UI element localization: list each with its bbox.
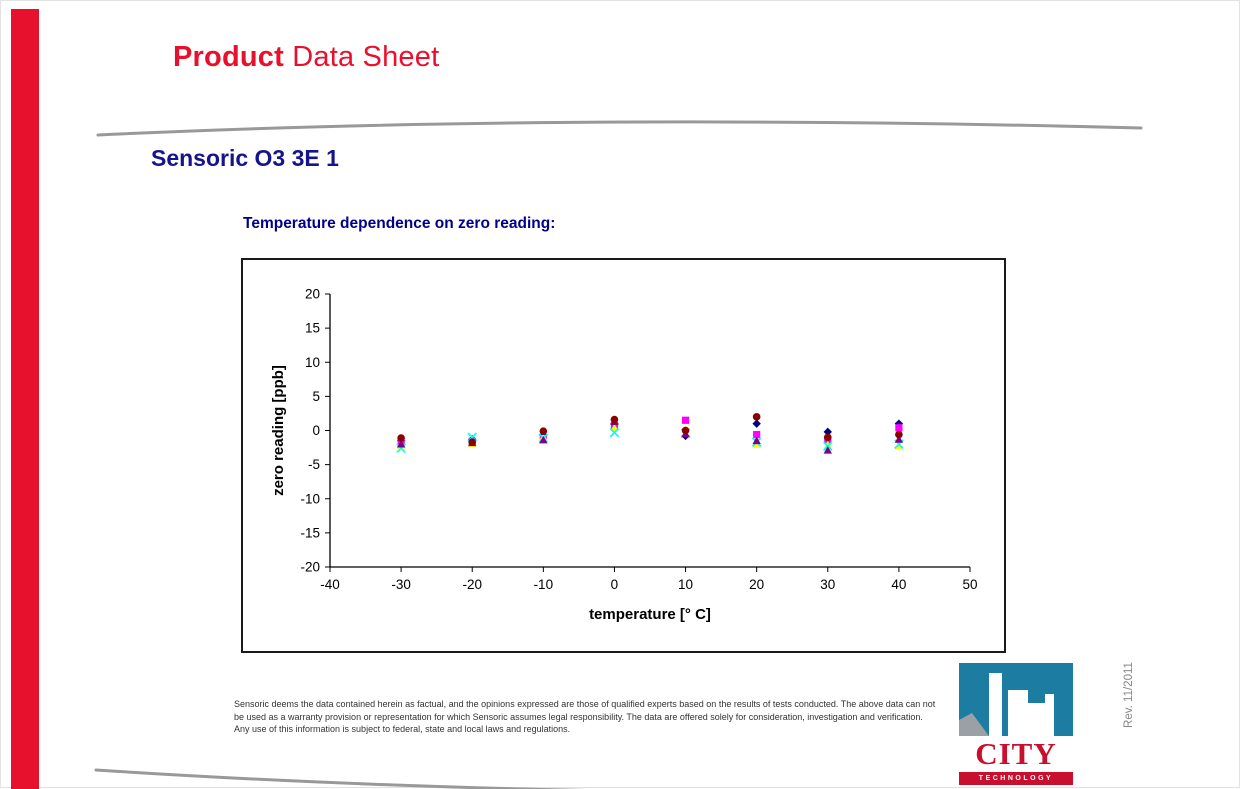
svg-text:15: 15: [305, 321, 320, 336]
svg-text:50: 50: [962, 577, 977, 592]
svg-text:40: 40: [891, 577, 906, 592]
svg-text:-20: -20: [300, 560, 320, 575]
svg-text:10: 10: [678, 577, 693, 592]
logo-technology-text: TECHNOLOGY: [959, 772, 1073, 785]
zero-reading-chart-frame: 20 15 10 5 0 -5 -10 -15 -20 -40 -30 -20 -10 0 10 20 30 40…: [241, 258, 1006, 653]
revision-label: Rev. 11/2011: [1123, 662, 1135, 728]
svg-text:0: 0: [312, 423, 320, 438]
footer-disclaimer: Sensoric deems the data contained herein…: [234, 699, 936, 735]
svg-text:-20: -20: [462, 577, 482, 592]
svg-text:-5: -5: [308, 457, 320, 472]
svg-text:5: 5: [312, 389, 320, 404]
svg-text:zero reading [ppb]: zero reading [ppb]: [270, 365, 287, 496]
svg-text:temperature [° C]: temperature [° C]: [589, 606, 711, 623]
svg-text:-40: -40: [320, 577, 340, 592]
svg-text:20: 20: [305, 287, 320, 302]
logo-skyline-icon: [959, 663, 1073, 736]
city-technology-logo: CITY TECHNOLOGY: [959, 663, 1073, 785]
svg-text:30: 30: [820, 577, 835, 592]
top-swoosh-curve: [96, 120, 1143, 137]
svg-text:-10: -10: [300, 491, 320, 506]
svg-text:-15: -15: [300, 525, 320, 540]
svg-text:-30: -30: [391, 577, 411, 592]
chart-heading: Temperature dependence on zero reading:: [243, 215, 556, 232]
logo-city-text: CITY: [959, 736, 1073, 772]
svg-text:10: 10: [305, 355, 320, 370]
page-title-rest: Data Sheet: [292, 41, 440, 73]
svg-text:20: 20: [749, 577, 764, 592]
product-heading: Sensoric O3 3E 1: [151, 145, 339, 171]
page-title-bold: Product: [173, 41, 284, 73]
red-accent-bar: [11, 9, 39, 789]
svg-text:-10: -10: [534, 577, 554, 592]
bottom-swoosh-curve: [94, 768, 588, 789]
svg-text:0: 0: [611, 577, 619, 592]
page-title: Product Data Sheet: [173, 41, 439, 74]
